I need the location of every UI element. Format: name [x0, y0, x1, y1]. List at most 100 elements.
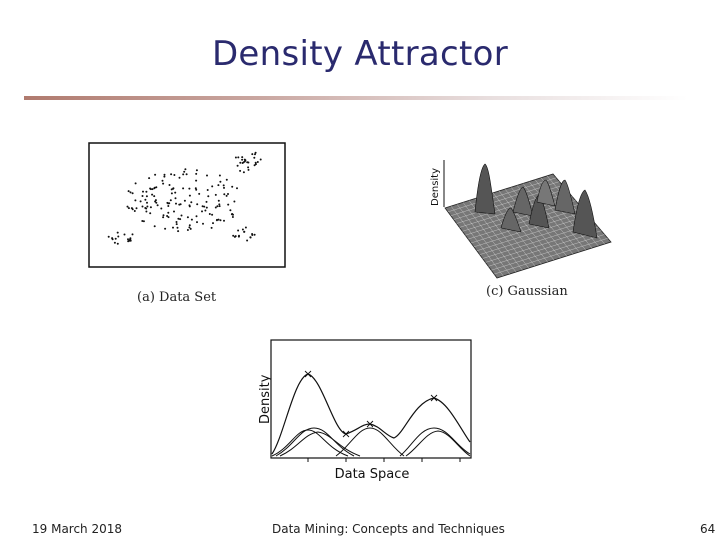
- data-point: [256, 161, 259, 163]
- kernel-curve-4: [335, 427, 405, 457]
- data-point: [170, 192, 173, 195]
- data-point: [233, 235, 236, 238]
- data-point: [145, 210, 148, 213]
- data-point: [149, 187, 152, 190]
- data-point: [107, 235, 110, 238]
- data-point: [231, 216, 234, 218]
- data-point: [206, 189, 209, 191]
- data-point: [162, 182, 165, 185]
- data-point: [239, 161, 242, 164]
- kernel-curve-1: [271, 429, 349, 457]
- data-point: [141, 205, 144, 208]
- data-point: [169, 199, 172, 202]
- data-point: [131, 208, 134, 211]
- data-point: [195, 215, 198, 218]
- data-point: [153, 187, 156, 190]
- data-point: [198, 192, 201, 195]
- data-point: [178, 203, 181, 206]
- data-point: [201, 205, 204, 208]
- data-point: [205, 200, 208, 203]
- data-point: [160, 207, 163, 210]
- data-point: [203, 205, 206, 208]
- data-point: [182, 173, 185, 176]
- data-point: [173, 210, 175, 213]
- data-point: [170, 173, 173, 176]
- data-point: [164, 227, 167, 230]
- data-point: [244, 159, 247, 162]
- data-point: [126, 205, 129, 208]
- data-point: [219, 180, 222, 183]
- footer-page-number: 64: [700, 522, 716, 536]
- data-point: [129, 191, 132, 194]
- data-point: [249, 236, 252, 239]
- density-curve-ticks: [307, 458, 461, 462]
- data-point: [170, 188, 173, 191]
- data-point: [133, 210, 136, 212]
- data-point: [243, 230, 246, 233]
- data-point: [233, 200, 236, 203]
- gaussian-peak-6: [536, 179, 556, 207]
- data-point: [129, 239, 132, 242]
- data-point: [196, 203, 199, 206]
- data-point: [149, 206, 152, 209]
- data-point: [149, 212, 152, 215]
- data-point: [211, 185, 214, 188]
- data-point: [211, 213, 214, 216]
- data-point: [217, 218, 220, 221]
- data-point: [168, 184, 171, 186]
- gaussian-peak-2: [512, 186, 534, 217]
- data-point: [127, 207, 130, 210]
- gaussian-peak-1: [474, 163, 496, 215]
- data-point: [142, 220, 145, 223]
- data-point: [208, 213, 211, 215]
- data-point: [201, 210, 203, 213]
- density-curve-plot: Density Data Space: [258, 339, 472, 482]
- data-point: [227, 203, 230, 206]
- data-point: [225, 194, 228, 197]
- data-point: [178, 176, 181, 179]
- data-point: [234, 156, 237, 159]
- density-markers: [304, 370, 438, 438]
- data-point: [174, 191, 177, 194]
- data-point: [225, 178, 228, 181]
- data-point: [196, 221, 198, 224]
- data-point: [205, 206, 208, 209]
- data-point: [163, 173, 166, 176]
- data-point: [184, 168, 187, 171]
- data-point: [134, 199, 137, 202]
- data-point: [236, 164, 239, 167]
- data-point: [131, 192, 134, 195]
- data-point: [202, 222, 204, 225]
- data-point: [145, 207, 148, 210]
- data-point: [186, 216, 189, 219]
- gaussian-peak-5: [572, 189, 598, 239]
- data-point: [207, 195, 210, 198]
- data-point: [175, 223, 178, 226]
- data-point: [229, 209, 232, 212]
- data-point: [179, 218, 182, 221]
- data-point: [190, 201, 193, 204]
- data-point: [237, 235, 240, 238]
- data-point: [186, 229, 189, 231]
- data-point: [237, 229, 240, 232]
- data-point: [162, 216, 165, 219]
- data-point: [242, 161, 245, 164]
- gaussian-surface-plot: Density: [430, 160, 612, 279]
- footer-date: 19 March 2018: [32, 522, 123, 536]
- data-point: [223, 219, 225, 222]
- data-point: [151, 188, 154, 191]
- data-point: [223, 193, 226, 196]
- data-point: [247, 166, 250, 169]
- data-point: [167, 211, 170, 214]
- density-kernels: [271, 427, 471, 457]
- data-point: [218, 205, 221, 208]
- data-point: [175, 202, 177, 205]
- data-point: [236, 187, 238, 190]
- data-point: [183, 199, 186, 202]
- data-point: [253, 156, 256, 159]
- data-point: [185, 173, 188, 176]
- data-point: [217, 199, 220, 202]
- data-point: [194, 187, 197, 190]
- data-point: [153, 195, 156, 198]
- data-point: [127, 190, 130, 193]
